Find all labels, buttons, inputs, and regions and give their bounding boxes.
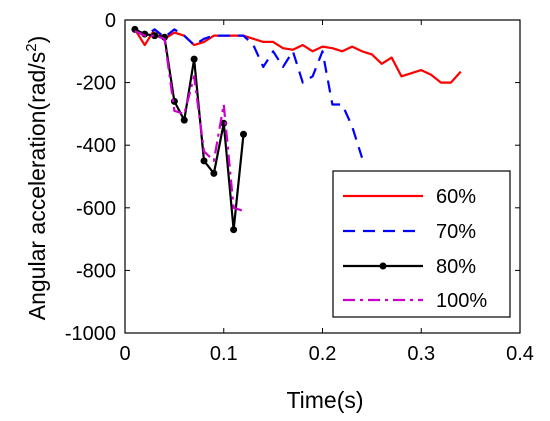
legend-marker-80 <box>379 262 387 270</box>
legend-entry-80: 80% <box>343 256 476 278</box>
series-point <box>210 169 218 177</box>
y-tick-label: -200 <box>76 73 116 95</box>
legend-entry-70: 70% <box>343 221 476 243</box>
x-tick-label: 0 <box>119 343 130 365</box>
series-line-1 <box>133 28 462 84</box>
y-tick-label: -600 <box>76 198 116 220</box>
y-axis-label: Angular acceleration(rad/s2) <box>23 36 50 321</box>
legend-label-80: 80% <box>436 256 476 278</box>
y-tick-label: -400 <box>76 135 116 157</box>
series-point <box>220 119 228 127</box>
series-line-4 <box>134 29 244 212</box>
legend: 60% 70% 80% 100% <box>332 170 511 318</box>
series-point <box>190 55 198 63</box>
plot-lines <box>131 25 462 234</box>
series-point <box>240 130 247 138</box>
series-line-2 <box>134 28 364 159</box>
series-point <box>170 97 178 105</box>
x-tick-label: 0.1 <box>210 343 238 365</box>
series-point <box>200 157 208 165</box>
legend-label-70: 70% <box>436 221 476 243</box>
x-tick-label: 0.2 <box>309 343 337 365</box>
y-axis-label-superscript: 2 <box>23 43 40 51</box>
y-axis-label-main: Angular acceleration(rad/s <box>24 52 50 320</box>
y-axis-ticks: 0 -200 -400 -600 -800 -1000 <box>65 10 520 345</box>
x-tick-label: 0.4 <box>506 343 534 365</box>
legend-entry-100: 100% <box>343 290 487 312</box>
series-point <box>230 226 238 234</box>
x-axis-ticks: 0 0.1 0.2 0.3 0.4 <box>119 20 534 365</box>
legend-label-60: 60% <box>436 186 476 208</box>
legend-entry-60: 60% <box>343 186 476 208</box>
y-axis-label-tail: ) <box>24 36 50 44</box>
x-axis-label: Time(s) <box>286 387 363 413</box>
y-tick-label: -800 <box>76 260 116 282</box>
series-point <box>151 32 159 40</box>
series-line-3 <box>134 28 245 231</box>
x-tick-label: 0.3 <box>407 343 435 365</box>
y-tick-label: -1000 <box>65 323 116 345</box>
legend-label-100: 100% <box>436 290 487 312</box>
y-tick-label: 0 <box>105 10 116 32</box>
series-point <box>180 116 188 124</box>
